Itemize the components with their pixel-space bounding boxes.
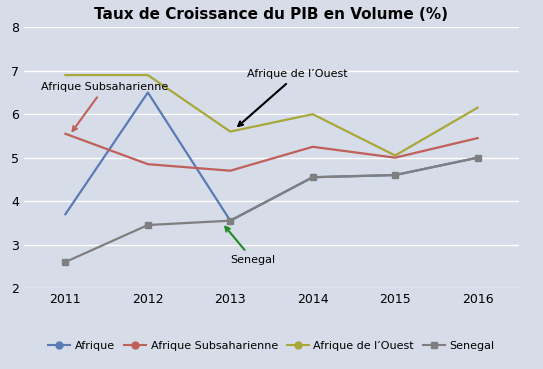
Line: Afrique Subsaharienne: Afrique Subsaharienne	[65, 134, 478, 171]
Afrique de l’Ouest	[475, 106, 481, 110]
Text: Senegal: Senegal	[225, 227, 275, 265]
Text: Afrique Subsaharienne: Afrique Subsaharienne	[41, 82, 168, 131]
Afrique Subsaharienne	[227, 169, 233, 173]
Senegal	[62, 260, 68, 264]
Afrique Subsaharienne	[310, 145, 316, 149]
Afrique de l’Ouest	[310, 112, 316, 116]
Afrique Subsaharienne	[392, 155, 399, 160]
Afrique	[475, 155, 481, 160]
Afrique	[62, 212, 68, 216]
Afrique	[227, 218, 233, 223]
Line: Afrique de l’Ouest: Afrique de l’Ouest	[65, 75, 478, 155]
Senegal	[392, 173, 399, 177]
Senegal	[227, 218, 233, 223]
Afrique Subsaharienne	[144, 162, 151, 166]
Line: Senegal: Senegal	[62, 154, 481, 265]
Title: Taux de Croissance du PIB en Volume (%): Taux de Croissance du PIB en Volume (%)	[94, 7, 449, 22]
Afrique de l’Ouest	[392, 153, 399, 158]
Legend: Afrique, Afrique Subsaharienne, Afrique de l’Ouest, Senegal: Afrique, Afrique Subsaharienne, Afrique …	[44, 337, 499, 355]
Text: Afrique de l’Ouest: Afrique de l’Ouest	[238, 69, 348, 126]
Afrique de l’Ouest	[62, 73, 68, 77]
Afrique Subsaharienne	[62, 131, 68, 136]
Afrique	[310, 175, 316, 179]
Senegal	[475, 155, 481, 160]
Afrique de l’Ouest	[144, 73, 151, 77]
Senegal	[310, 175, 316, 179]
Line: Afrique: Afrique	[65, 93, 478, 221]
Afrique	[392, 173, 399, 177]
Afrique Subsaharienne	[475, 136, 481, 140]
Afrique de l’Ouest	[227, 130, 233, 134]
Senegal	[144, 223, 151, 227]
Afrique	[144, 90, 151, 95]
